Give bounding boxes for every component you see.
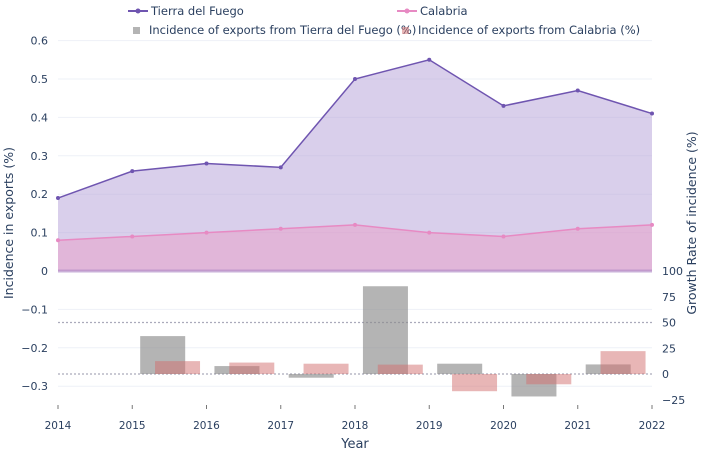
- data-point: [501, 234, 506, 239]
- data-point: [56, 238, 60, 243]
- x-axis-title: Year: [340, 437, 369, 452]
- data-point: [130, 234, 135, 239]
- bar-1: [600, 351, 646, 374]
- bar-0: [288, 374, 334, 378]
- bar-series: [140, 286, 646, 397]
- bar-1: [377, 364, 423, 374]
- data-point: [278, 226, 283, 231]
- legend-swatch-icon: [402, 27, 409, 34]
- bar-0: [437, 363, 483, 374]
- legend: Tierra del Fuego Calabria Incidence of exp…: [128, 4, 640, 37]
- data-point: [575, 88, 580, 93]
- y-tick-label-left: 0.1: [31, 227, 49, 240]
- y-tick-label-right: 75: [662, 291, 676, 304]
- y-tick-label-right: 0: [662, 368, 669, 381]
- x-tick-label: 2019: [416, 420, 443, 432]
- y-tick-label-left: 0.6: [31, 35, 49, 48]
- legend-label: Tierra del Fuego: [150, 4, 244, 18]
- data-point: [427, 230, 432, 235]
- y-tick-label-right: −25: [662, 394, 685, 407]
- y-tick-label-left: 0.3: [31, 150, 49, 163]
- data-point: [501, 103, 506, 108]
- legend-swatch-icon: [133, 27, 140, 34]
- y-tick-label-left: −0.1: [21, 303, 48, 316]
- x-tick-label: 2018: [342, 420, 369, 432]
- legend-label: Incidence of exports from Tierra del Fue…: [149, 23, 416, 37]
- y-tick-label-right: 25: [662, 342, 676, 355]
- data-point: [204, 230, 209, 235]
- y-axis-title-right: Growth Rate of incidence (%): [684, 131, 699, 314]
- legend-label: Incidence of exports from Calabria (%): [418, 23, 640, 37]
- bar-1: [452, 374, 498, 392]
- y-tick-label-left: 0.5: [31, 73, 49, 86]
- x-tick-label: 2020: [490, 420, 517, 432]
- y-tick-label-left: 0.2: [31, 188, 49, 201]
- data-point: [650, 111, 654, 116]
- x-tick-label: 2017: [267, 420, 294, 432]
- data-point: [650, 222, 654, 227]
- axes: 0.6 0.5 0.4 0.3 0.2 0.1 0 −0.1 −0.2 −0.3 100 75 50 25…: [21, 35, 685, 432]
- x-tick-label: 2016: [193, 420, 220, 432]
- x-tick-label: 2021: [564, 420, 591, 432]
- data-point: [204, 161, 209, 166]
- y-tick-label-right: 50: [662, 317, 676, 330]
- y-tick-label-left: −0.2: [21, 342, 48, 355]
- data-point: [575, 226, 580, 231]
- bar-0: [362, 286, 408, 374]
- data-point: [353, 222, 357, 227]
- legend-marker-icon: [404, 8, 410, 14]
- bar-1: [155, 361, 201, 374]
- data-point: [427, 57, 432, 62]
- x-tick-label: 2014: [45, 420, 72, 432]
- x-tick-label: 2015: [119, 420, 146, 432]
- y-axis-title-left: Incidence in exports (%): [1, 147, 16, 299]
- y-tick-label-right: 100: [662, 265, 683, 278]
- bar-1: [229, 362, 275, 374]
- y-tick-label-left: 0.4: [31, 111, 49, 124]
- y-tick-label-left: −0.3: [21, 380, 48, 393]
- data-point: [130, 169, 135, 174]
- bar-1: [303, 363, 349, 374]
- y-tick-label-left: 0: [41, 265, 48, 278]
- legend-label: Calabria: [420, 4, 468, 18]
- data-point: [278, 165, 283, 170]
- area-series: [56, 57, 654, 273]
- data-point: [353, 77, 357, 81]
- x-tick-label: 2022: [639, 420, 666, 432]
- bar-1: [526, 374, 572, 385]
- data-point: [56, 196, 60, 201]
- legend-marker-icon: [135, 8, 141, 14]
- area-fill-0: [58, 59, 652, 271]
